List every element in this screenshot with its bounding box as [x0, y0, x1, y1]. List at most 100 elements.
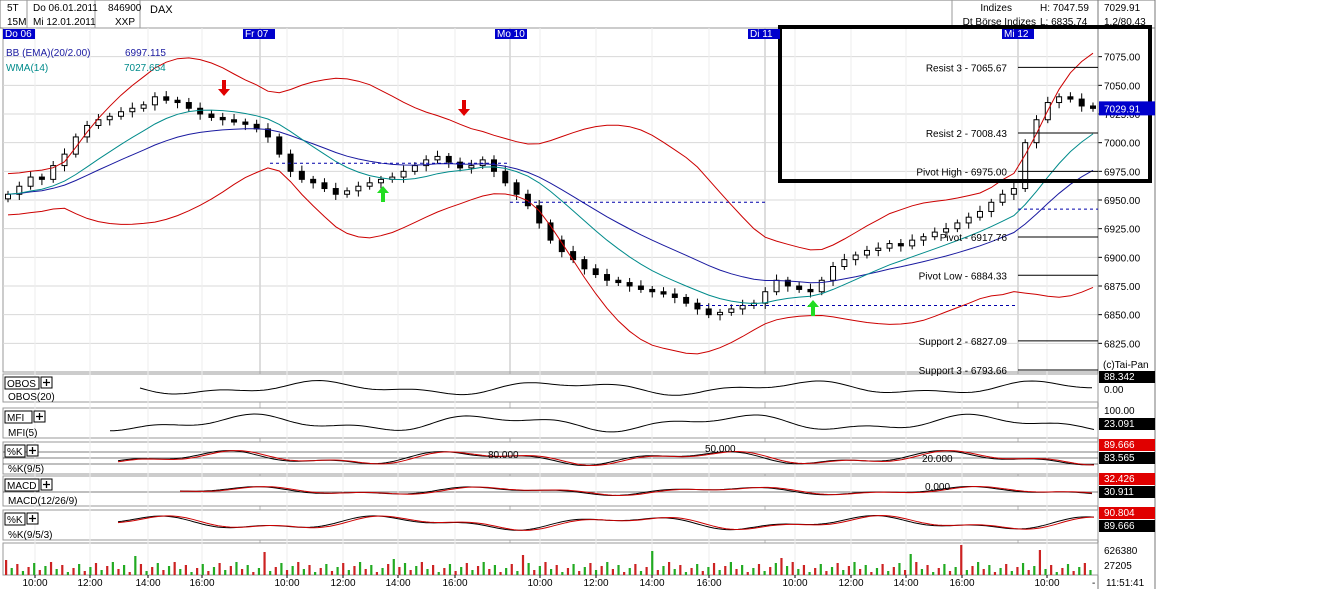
volume-bar — [27, 567, 30, 575]
pivot-label: Support 3 - 6793.66 — [919, 366, 1008, 377]
volume-bar — [10, 568, 13, 575]
candle — [95, 119, 102, 126]
volume-bar — [218, 563, 221, 575]
candle — [965, 216, 972, 224]
indicator-name: %K — [7, 447, 23, 458]
volume-bar — [965, 570, 968, 575]
sell-arrow-icon — [458, 100, 470, 116]
volume-bar — [623, 572, 626, 575]
indicator-name-box[interactable] — [4, 444, 26, 458]
volume-bar — [825, 571, 828, 575]
volume-bar — [240, 569, 244, 575]
volume-bar — [493, 565, 497, 575]
candle — [728, 308, 735, 313]
volume-bar — [297, 562, 300, 575]
volume-bar — [381, 568, 384, 575]
candle — [649, 288, 656, 293]
volume-bar — [167, 566, 171, 575]
volume-bar — [291, 566, 294, 575]
day-label-bg — [495, 29, 527, 39]
x-tick-label: 14:00 — [135, 578, 160, 589]
volume-bar — [561, 572, 564, 575]
volume-bar — [634, 564, 637, 575]
volume-bar — [937, 568, 940, 575]
indicator-signal-line — [180, 486, 1093, 497]
volume-bar — [471, 570, 474, 575]
volume-bar — [336, 567, 339, 575]
candle — [547, 222, 554, 241]
candle — [717, 311, 724, 316]
volume-bar — [302, 569, 305, 575]
indicator-label: MFI(5) — [8, 428, 37, 439]
volume-value: 27205 — [1104, 561, 1132, 572]
candle — [626, 282, 633, 287]
volume-bar — [735, 569, 738, 575]
header-change: 1.2/80.43 — [1104, 17, 1146, 28]
candle — [490, 159, 497, 172]
indicator-name-box[interactable] — [4, 512, 26, 526]
volume-bar — [909, 554, 912, 575]
header-symbol: DAX — [150, 4, 173, 16]
candle — [739, 304, 746, 310]
volume-bar — [358, 562, 362, 575]
volume-bar — [1010, 571, 1013, 575]
candle — [16, 185, 23, 195]
volume-bar — [673, 569, 676, 575]
day-label: Mo 10 — [497, 29, 525, 40]
volume-bar — [392, 559, 395, 575]
volume-bar — [330, 571, 334, 575]
volume-bar — [460, 567, 463, 575]
candle — [287, 153, 294, 172]
x-tick-label: 10:00 — [22, 578, 47, 589]
wma-label: WMA(14) — [6, 63, 48, 74]
indicator-name-box[interactable] — [4, 478, 40, 492]
candle — [897, 243, 904, 247]
day-label: Di 11 — [750, 29, 773, 40]
volume-bar — [409, 570, 412, 575]
candle — [604, 274, 611, 281]
header-source: Dt Börse Indizes — [963, 17, 1036, 28]
indicator-name: OBOS — [7, 379, 36, 390]
candle — [151, 96, 158, 106]
volume-bar — [960, 545, 963, 575]
pivot-label: Pivot High - 6975.00 — [916, 167, 1007, 178]
x-tick-label: 10:00 — [1034, 578, 1059, 589]
volume-bar — [842, 570, 845, 575]
day-label: Do 06 — [5, 29, 32, 40]
volume-bar — [808, 572, 811, 575]
x-tick-label: 16:00 — [949, 578, 974, 589]
volume-bar — [516, 571, 519, 575]
volume-bar — [701, 571, 704, 575]
indicator-level: 20.000 — [922, 454, 953, 465]
volume-bar — [977, 562, 980, 575]
wma-value: 7027.654 — [124, 63, 166, 74]
volume-bar — [572, 564, 575, 575]
candle — [445, 155, 452, 163]
volume-bar — [55, 569, 58, 575]
volume-bar — [662, 566, 665, 575]
volume-bar — [488, 569, 491, 575]
indicator-value: 88.342 — [1104, 372, 1135, 383]
indicator-line — [139, 379, 1092, 396]
candle — [796, 285, 803, 290]
pivot-label: Resist 2 - 7008.43 — [926, 129, 1008, 140]
volume-bar — [920, 569, 924, 575]
indicator-panel — [2, 407, 1099, 439]
header-high: H: 7047.59 — [1040, 3, 1089, 14]
volume-bar — [988, 565, 991, 575]
volume-bar — [224, 570, 227, 575]
indicator-level: 0.000 — [925, 482, 950, 493]
indicator-name-box[interactable] — [4, 376, 40, 390]
candles — [5, 91, 1096, 321]
candle — [762, 291, 769, 304]
y-tick-label: 7000.00 — [1104, 139, 1141, 150]
candle — [807, 288, 814, 293]
volume-bar — [1021, 563, 1025, 575]
indicator-name: MFI — [7, 413, 24, 424]
candle — [705, 308, 712, 316]
volume-bar — [1066, 564, 1070, 575]
plus-icon-glyph — [29, 447, 36, 454]
indicator-name-box[interactable] — [4, 410, 33, 424]
candle — [671, 293, 678, 298]
